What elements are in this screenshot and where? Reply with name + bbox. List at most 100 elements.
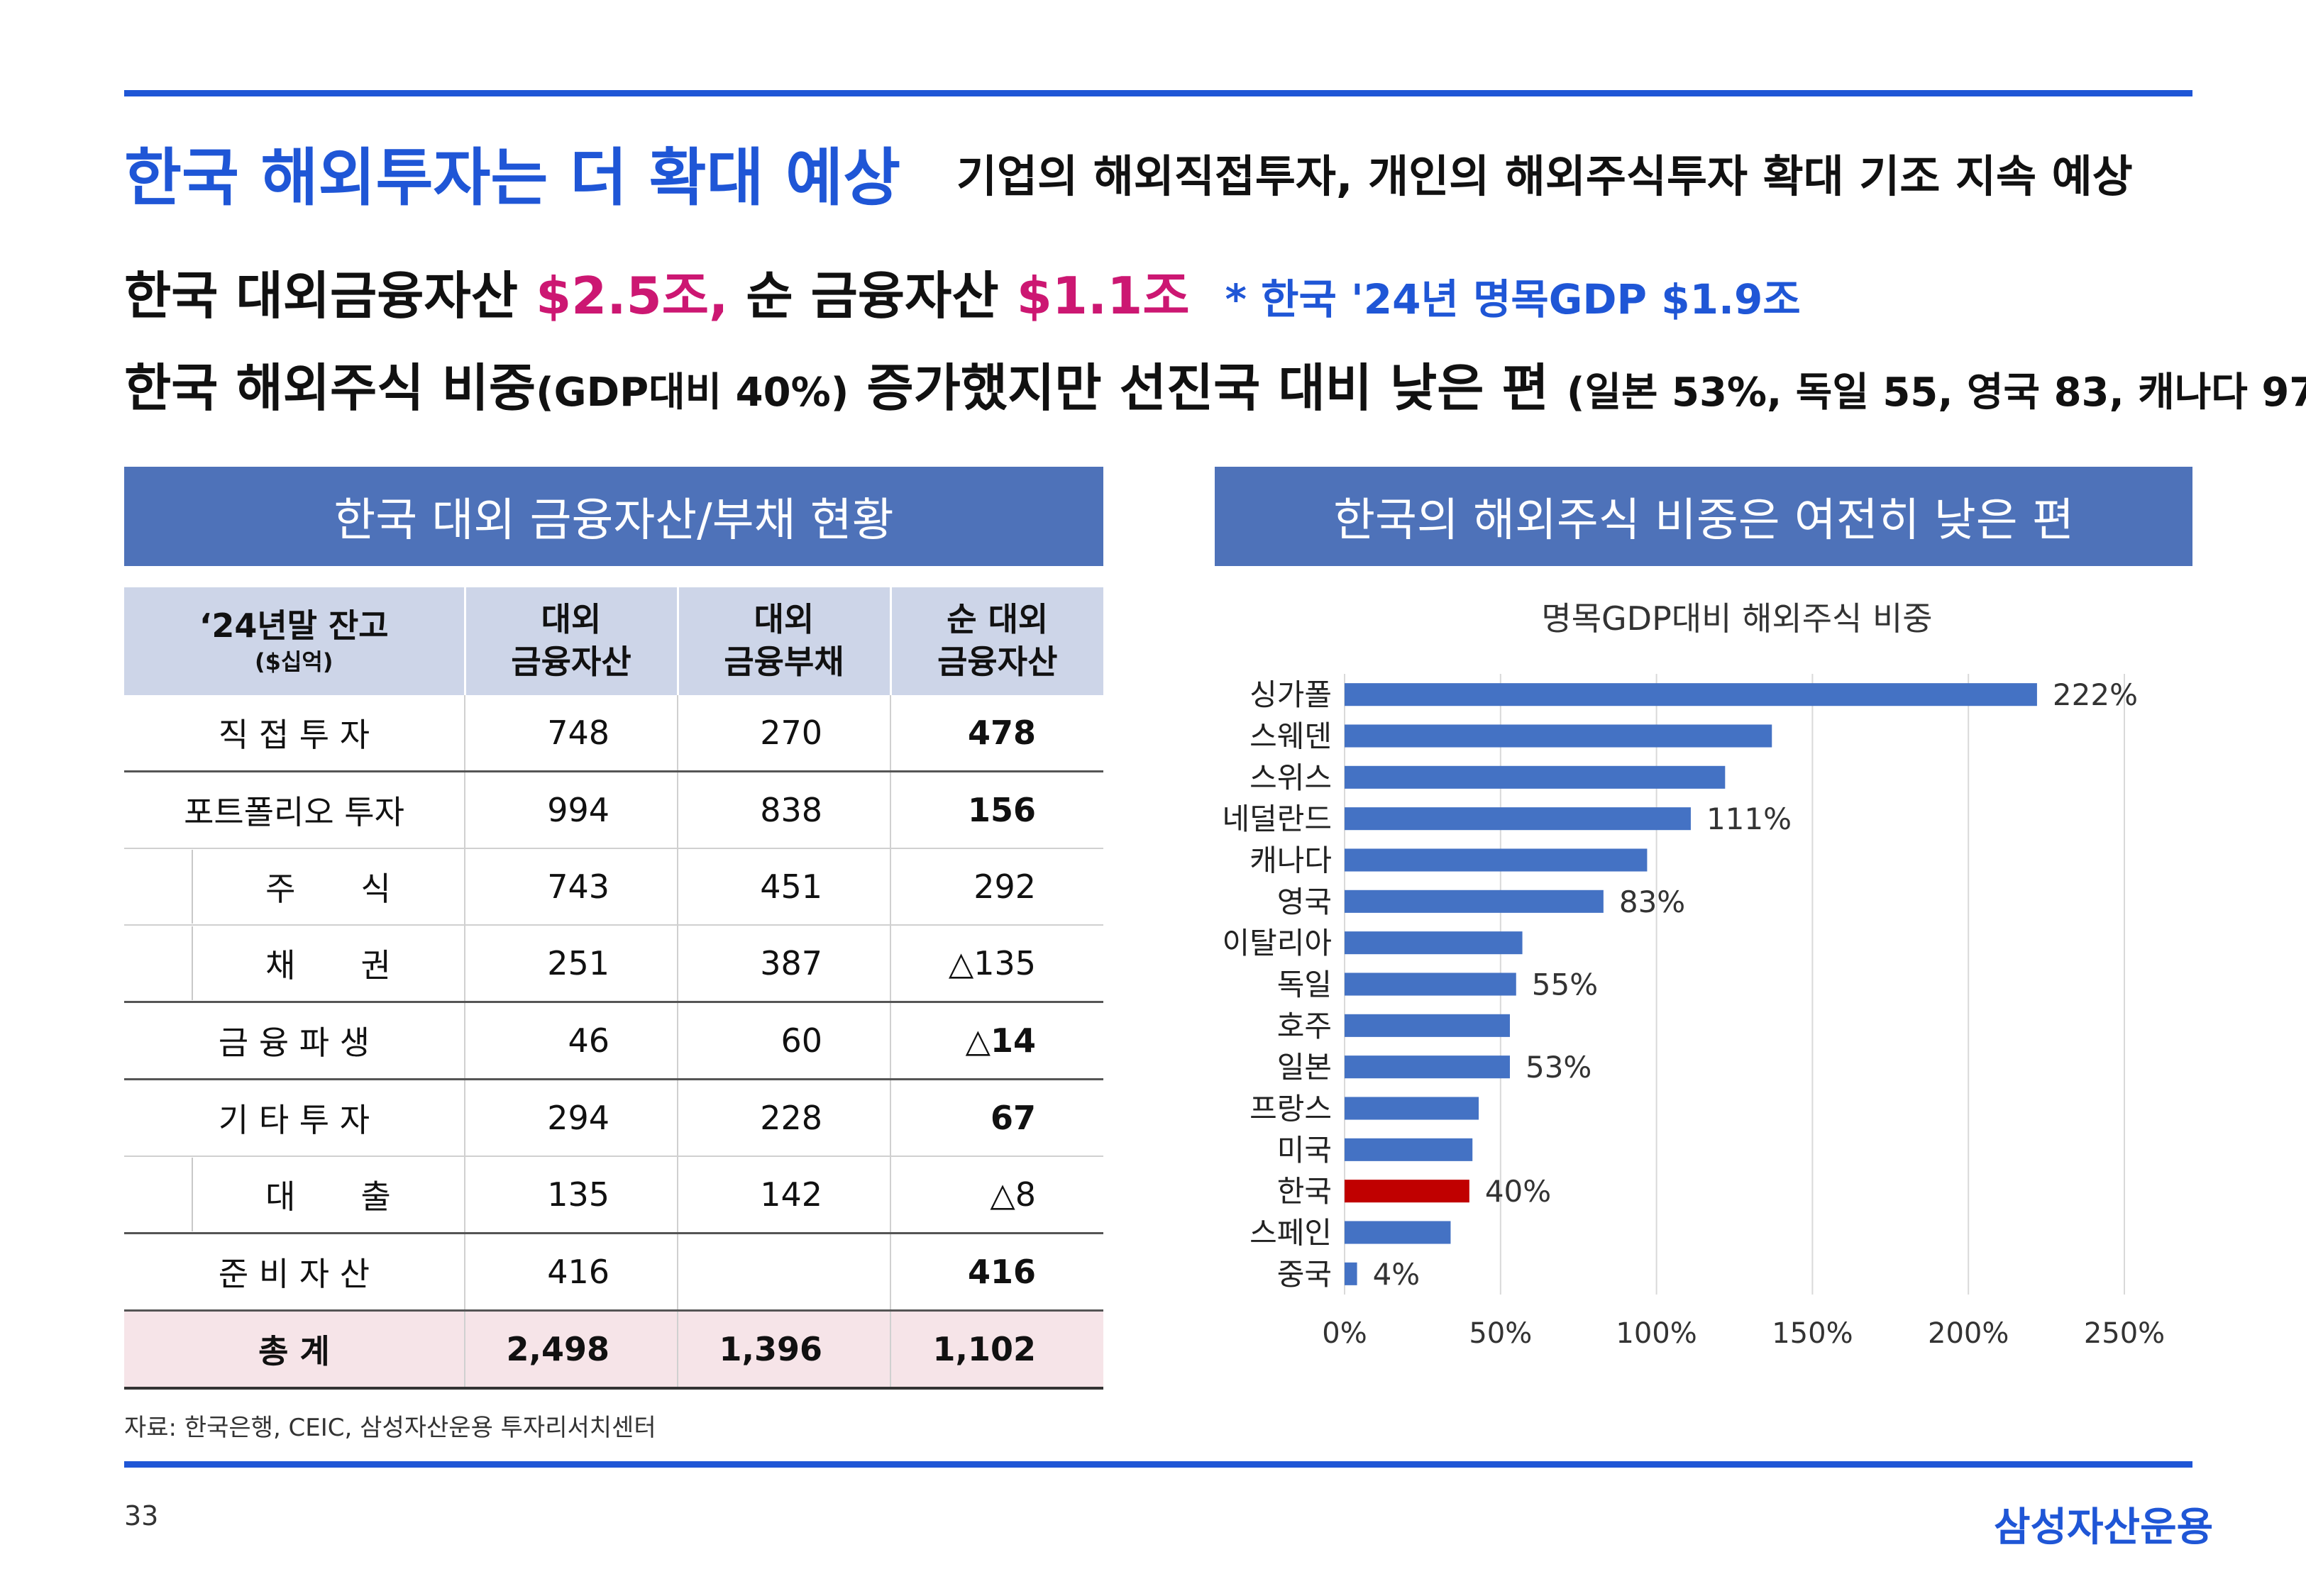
- table-row: 대 출 135 142 △8: [124, 1156, 1103, 1234]
- x-tick-label: 0%: [1322, 1317, 1367, 1350]
- overseas-equity-chart: 명목GDP대비 해외주식 비중 싱가폴스웨덴스위스네덜란드캐나다영국이탈리아독일…: [1222, 599, 2165, 1350]
- line2-text-a: 한국 해외주식 비중: [124, 358, 536, 418]
- total-assets: 2,498: [464, 1310, 678, 1390]
- x-tick-label: 100%: [1616, 1317, 1697, 1350]
- cell-liabilities: 142: [677, 1156, 890, 1234]
- col-header-balance: ‘24년말 잔고 ($십억): [124, 587, 465, 695]
- table-row: 포트폴리오 투자 994 838 156: [124, 771, 1103, 849]
- col-header-net: 순 대외 금융자산: [889, 587, 1103, 695]
- total-net: 1,102: [890, 1310, 1103, 1390]
- col-header-assets-line2: 금융자산: [511, 643, 631, 681]
- col-header-balance-unit: ($십억): [255, 648, 333, 676]
- line2-text-d: (일본 53%, 독일 55, 영국 83, 캐나다 97): [1566, 370, 2306, 416]
- cell-net: △8: [890, 1156, 1103, 1234]
- category-label: 스웨덴: [1249, 719, 1332, 754]
- table-row: 기 타 투 자 294 228 67: [124, 1079, 1103, 1157]
- bar: [1345, 683, 2037, 706]
- table-row: 준 비 자 산 416 416: [124, 1233, 1103, 1312]
- data-label: 4%: [1373, 1257, 1420, 1292]
- chart-panel-header: 한국의 해외주식 비중은 여전히 낮은 편: [1215, 467, 2192, 566]
- cell-net: 67: [890, 1079, 1103, 1157]
- data-label: 55%: [1532, 968, 1598, 1002]
- bar: [1345, 848, 1648, 872]
- cell-assets: 46: [464, 1002, 678, 1080]
- cell-assets: 743: [464, 848, 678, 926]
- row-label: 직 접 투 자: [124, 695, 465, 772]
- row-label-cell: 주 식: [124, 848, 465, 926]
- row-label: 채 권: [192, 926, 463, 1000]
- table-total-row: 총 계 2,498 1,396 1,102: [124, 1310, 1103, 1390]
- bottom-rule: [124, 1461, 2192, 1468]
- category-label: 스위스: [1249, 760, 1332, 795]
- chart-bars: [1345, 683, 2037, 1285]
- bar: [1345, 1180, 1469, 1203]
- line1-value-assets: $2.5조,: [536, 266, 729, 326]
- top-rule: [124, 90, 2192, 96]
- table-row: 금 융 파 생 46 60 △14: [124, 1002, 1103, 1080]
- cell-assets: 416: [464, 1233, 678, 1312]
- bar: [1345, 1138, 1473, 1161]
- row-label: 주 식: [192, 850, 463, 924]
- table-header-row: ‘24년말 잔고 ($십억) 대외 금융자산 대외 금융부채 순 대외 금융자산: [124, 587, 1103, 695]
- category-label: 캐나다: [1249, 843, 1332, 878]
- data-label: 53%: [1526, 1050, 1591, 1085]
- cell-net: 416: [890, 1233, 1103, 1312]
- financial-assets-table: ‘24년말 잔고 ($십억) 대외 금융자산 대외 금융부채 순 대외 금융자산…: [124, 587, 1103, 1390]
- cell-assets: 748: [464, 695, 678, 772]
- cell-assets: 994: [464, 771, 678, 849]
- row-label: 대 출: [192, 1158, 463, 1231]
- bar: [1345, 1221, 1451, 1244]
- col-header-assets: 대외 금융자산: [463, 587, 678, 695]
- col-header-liabilities-line1: 대외: [754, 600, 815, 639]
- category-label: 중국: [1277, 1257, 1332, 1292]
- table-row: 주 식 743 451 292: [124, 848, 1103, 926]
- x-tick-label: 250%: [2084, 1317, 2165, 1350]
- row-label-cell: 대 출: [124, 1156, 465, 1234]
- x-tick-label: 50%: [1469, 1317, 1532, 1350]
- bar: [1345, 890, 1604, 913]
- category-label: 독일: [1277, 968, 1332, 1002]
- col-header-net-line2: 금융자산: [937, 643, 1058, 681]
- page-number: 33: [124, 1500, 159, 1531]
- highlight-line-1: 한국 대외금융자산 $2.5조, 순 금융자산 $1.1조 * 한국 '24년 명…: [124, 254, 1801, 328]
- category-label: 스페인: [1249, 1216, 1332, 1251]
- x-tick-label: 150%: [1772, 1317, 1853, 1350]
- category-label: 네덜란드: [1222, 802, 1332, 836]
- page-subtitle: 기업의 해외직접투자, 개인의 해외주식투자 확대 기조 지속 예상: [956, 150, 2133, 202]
- bar: [1345, 972, 1516, 996]
- cell-liabilities: 838: [677, 771, 890, 849]
- category-label: 미국: [1277, 1133, 1332, 1168]
- line1-value-net: $1.1조: [1016, 266, 1190, 326]
- category-label: 이탈리아: [1222, 926, 1332, 960]
- category-label: 프랑스: [1249, 1092, 1332, 1126]
- page-title: 한국 해외투자는 더 확대 예상: [124, 141, 901, 214]
- cell-net: 156: [890, 771, 1103, 849]
- total-liabilities: 1,396: [677, 1310, 890, 1390]
- col-header-net-line1: 순 대외: [947, 600, 1049, 639]
- bar: [1345, 1097, 1479, 1120]
- category-label: 호주: [1277, 1009, 1332, 1043]
- cell-assets: 251: [464, 925, 678, 1003]
- col-header-balance-line1: ‘24년말 잔고: [199, 606, 389, 645]
- data-label: 40%: [1485, 1174, 1551, 1209]
- total-label: 총 계: [124, 1310, 465, 1390]
- data-label: 83%: [1619, 885, 1685, 919]
- highlight-line-2: 한국 해외주식 비중(GDP대비 40%) 증가했지만 선진국 대비 낮은 편 …: [124, 346, 2306, 421]
- table-panel-header: 한국 대외 금융자산/부채 현황: [124, 467, 1103, 566]
- cell-liabilities: 228: [677, 1079, 890, 1157]
- brand-logo: 삼성자산운용: [1994, 1504, 2214, 1551]
- bar: [1345, 807, 1691, 831]
- cell-assets: 135: [464, 1156, 678, 1234]
- line2-text-c: 증가했지만 선진국 대비 낮은 편: [849, 358, 1567, 418]
- cell-net: △14: [890, 1002, 1103, 1080]
- data-label: 222%: [2053, 677, 2138, 712]
- row-label: 준 비 자 산: [124, 1233, 465, 1312]
- category-label: 영국: [1277, 885, 1332, 919]
- bar: [1345, 931, 1523, 955]
- bar: [1345, 724, 1772, 748]
- cell-net: 478: [890, 695, 1103, 772]
- cell-liabilities: 387: [677, 925, 890, 1003]
- line2-text-b: (GDP대비 40%): [536, 370, 849, 416]
- row-label-cell: 채 권: [124, 925, 465, 1003]
